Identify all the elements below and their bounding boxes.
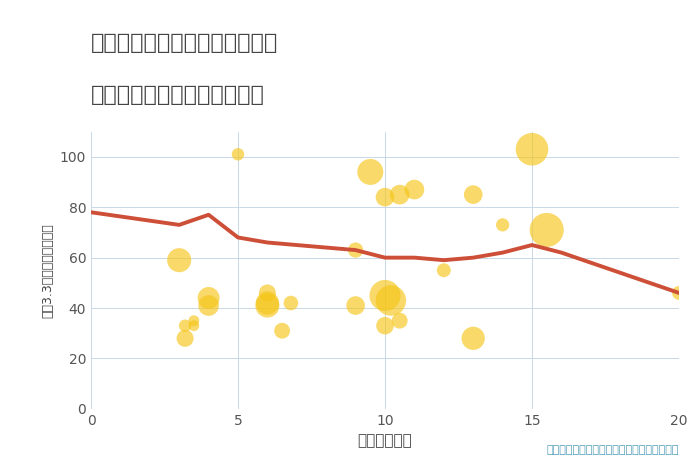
Point (262, 289, 273, 297)
Point (174, 257, 185, 264)
Point (379, 292, 391, 299)
Point (379, 193, 391, 201)
Point (203, 294, 214, 302)
Point (179, 322, 190, 329)
Y-axis label: 坪（3.3㎡）単価（万円）: 坪（3.3㎡）単価（万円） (41, 223, 54, 318)
Point (188, 317, 199, 324)
Point (526, 146, 538, 153)
Text: 三重県四日市市楠町北五味塚の: 三重県四日市市楠町北五味塚の (91, 33, 279, 53)
Text: 円の大きさは、取引のあった物件面積を示す: 円の大きさは、取引のあった物件面積を示す (547, 445, 679, 455)
Point (438, 266, 449, 274)
Point (497, 221, 508, 228)
Point (673, 289, 685, 297)
X-axis label: 駅距離（分）: 駅距離（分） (358, 433, 412, 448)
Point (262, 302, 273, 309)
Point (541, 226, 552, 234)
Point (350, 302, 361, 309)
Point (232, 150, 244, 158)
Point (350, 246, 361, 254)
Point (203, 302, 214, 309)
Point (468, 335, 479, 342)
Point (385, 297, 396, 304)
Point (394, 191, 405, 198)
Point (179, 335, 190, 342)
Point (409, 186, 420, 193)
Point (394, 317, 405, 324)
Point (468, 191, 479, 198)
Point (276, 327, 288, 335)
Point (188, 322, 199, 329)
Point (379, 322, 391, 329)
Point (262, 299, 273, 307)
Point (286, 299, 297, 307)
Text: 駅距離別中古マンション価格: 駅距離別中古マンション価格 (91, 85, 265, 105)
Point (365, 168, 376, 176)
